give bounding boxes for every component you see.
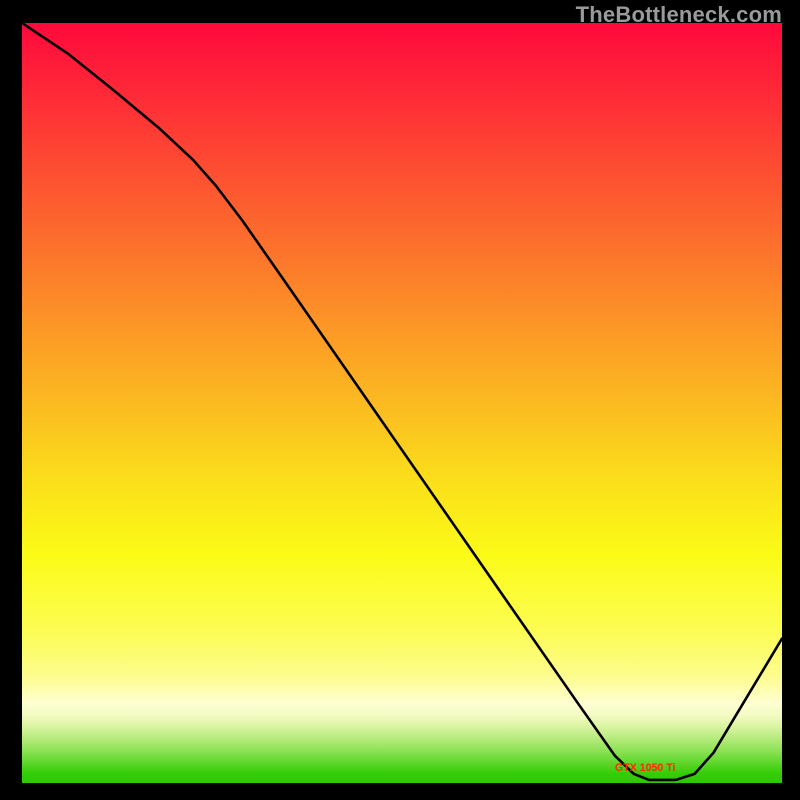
gpu-annotation: GTX 1050 Ti — [615, 762, 676, 774]
chart-frame: TheBottleneck.com GTX 1050 Ti — [0, 0, 800, 800]
bottleneck-chart: GTX 1050 Ti — [0, 0, 800, 800]
plot-background — [22, 23, 782, 783]
